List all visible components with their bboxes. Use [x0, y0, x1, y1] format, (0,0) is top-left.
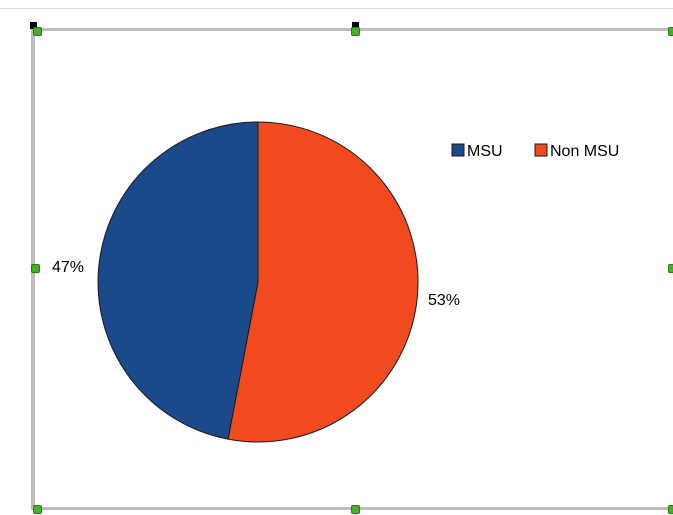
pie-slices — [97, 121, 419, 443]
chart-legend: MSU Non MSU — [451, 143, 619, 160]
legend-label-msu: MSU — [467, 143, 503, 160]
resize-handle-bottom-left[interactable] — [33, 505, 42, 514]
pie-slice-non-msu — [227, 121, 419, 443]
resize-handle-top-right[interactable] — [668, 27, 673, 36]
top-divider — [0, 8, 673, 9]
resize-handle-middle-right[interactable] — [668, 264, 673, 273]
legend-label-non-msu: Non MSU — [550, 143, 619, 160]
data-label-non-msu: 53% — [428, 292, 460, 309]
resize-handle-middle-left[interactable] — [31, 264, 40, 273]
pie-slice-msu — [97, 121, 259, 440]
resize-handle-bottom-center[interactable] — [351, 505, 360, 514]
legend-swatch-non-msu — [534, 143, 548, 157]
legend-swatch-msu — [451, 143, 465, 157]
data-label-msu: 47% — [52, 259, 84, 276]
resize-handle-top-center[interactable] — [351, 27, 360, 36]
pie-data-labels: 47% 53% — [52, 259, 460, 309]
resize-handle-bottom-right[interactable] — [668, 505, 673, 514]
resize-handle-top-left-inner[interactable] — [33, 27, 42, 36]
